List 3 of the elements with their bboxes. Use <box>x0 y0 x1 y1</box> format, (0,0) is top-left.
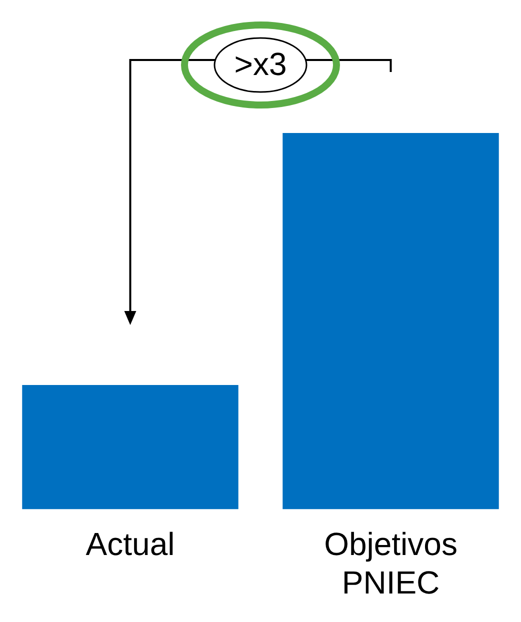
x-tick-label: Actual <box>86 526 175 562</box>
text: >x3 <box>234 46 287 82</box>
x-tick-label: Objetivos PNIEC <box>324 526 458 601</box>
